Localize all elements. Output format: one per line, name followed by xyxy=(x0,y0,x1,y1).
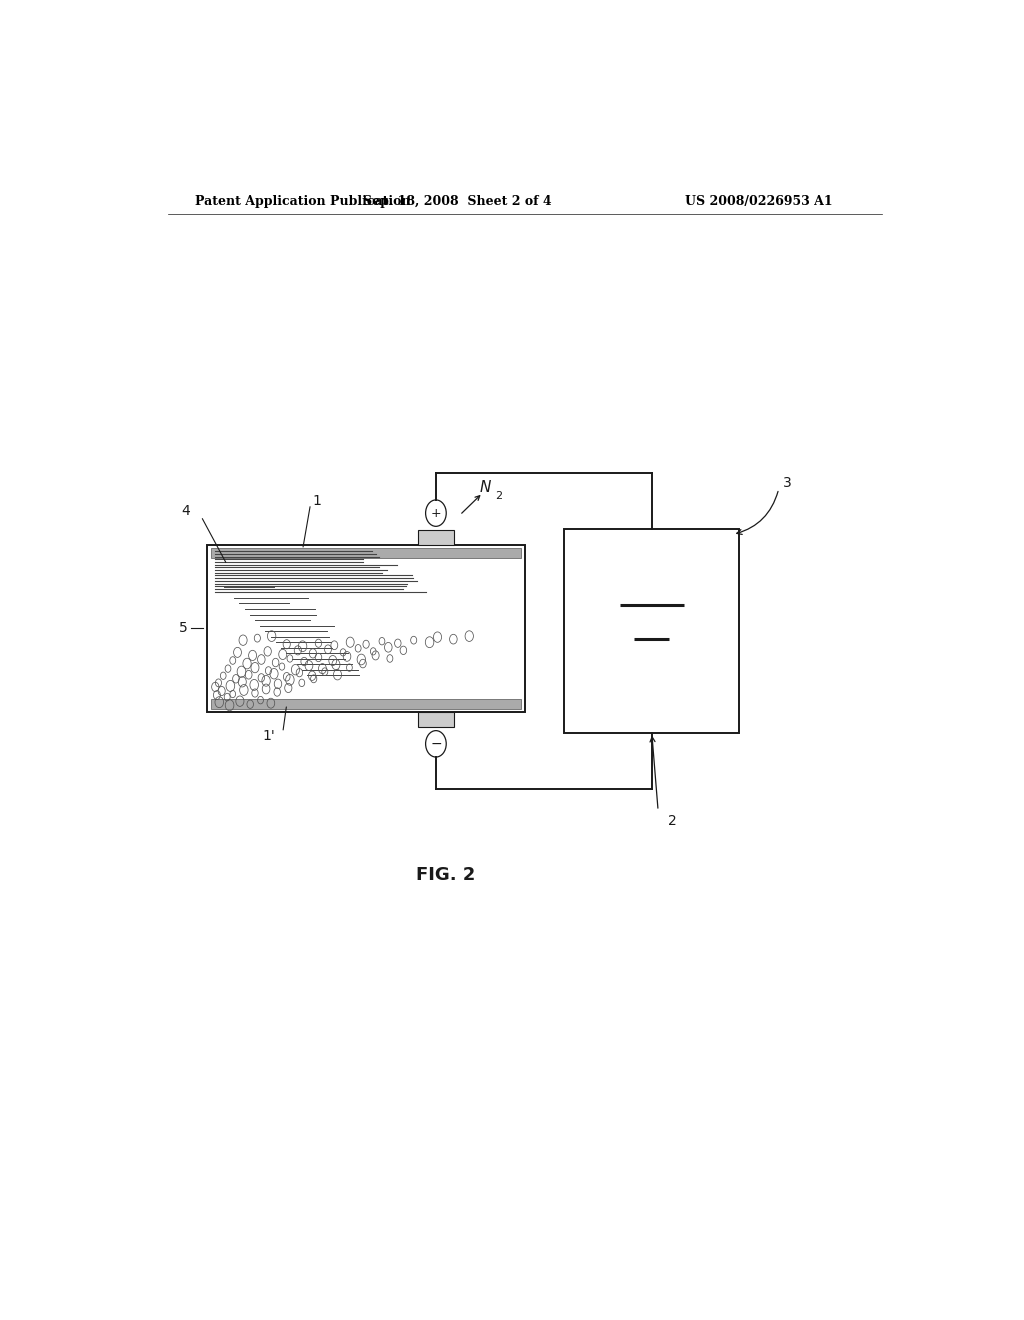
Text: FIG. 2: FIG. 2 xyxy=(416,866,475,884)
Bar xyxy=(211,548,521,558)
Bar xyxy=(211,700,521,709)
Text: N: N xyxy=(479,480,490,495)
Bar xyxy=(207,545,525,713)
Text: 1': 1' xyxy=(262,729,274,743)
Text: +: + xyxy=(431,507,441,520)
Text: 5: 5 xyxy=(179,622,187,635)
Text: 3: 3 xyxy=(782,475,792,490)
Bar xyxy=(418,531,454,545)
Bar xyxy=(564,529,739,733)
Text: Sep. 18, 2008  Sheet 2 of 4: Sep. 18, 2008 Sheet 2 of 4 xyxy=(364,194,552,207)
Text: 4: 4 xyxy=(181,504,189,517)
Text: 2: 2 xyxy=(668,814,677,828)
Text: 2: 2 xyxy=(496,491,503,500)
Text: US 2008/0226953 A1: US 2008/0226953 A1 xyxy=(685,194,833,207)
Text: −: − xyxy=(430,737,441,751)
Text: Patent Application Publication: Patent Application Publication xyxy=(196,194,411,207)
Text: 1: 1 xyxy=(313,494,322,508)
Bar xyxy=(418,713,454,726)
